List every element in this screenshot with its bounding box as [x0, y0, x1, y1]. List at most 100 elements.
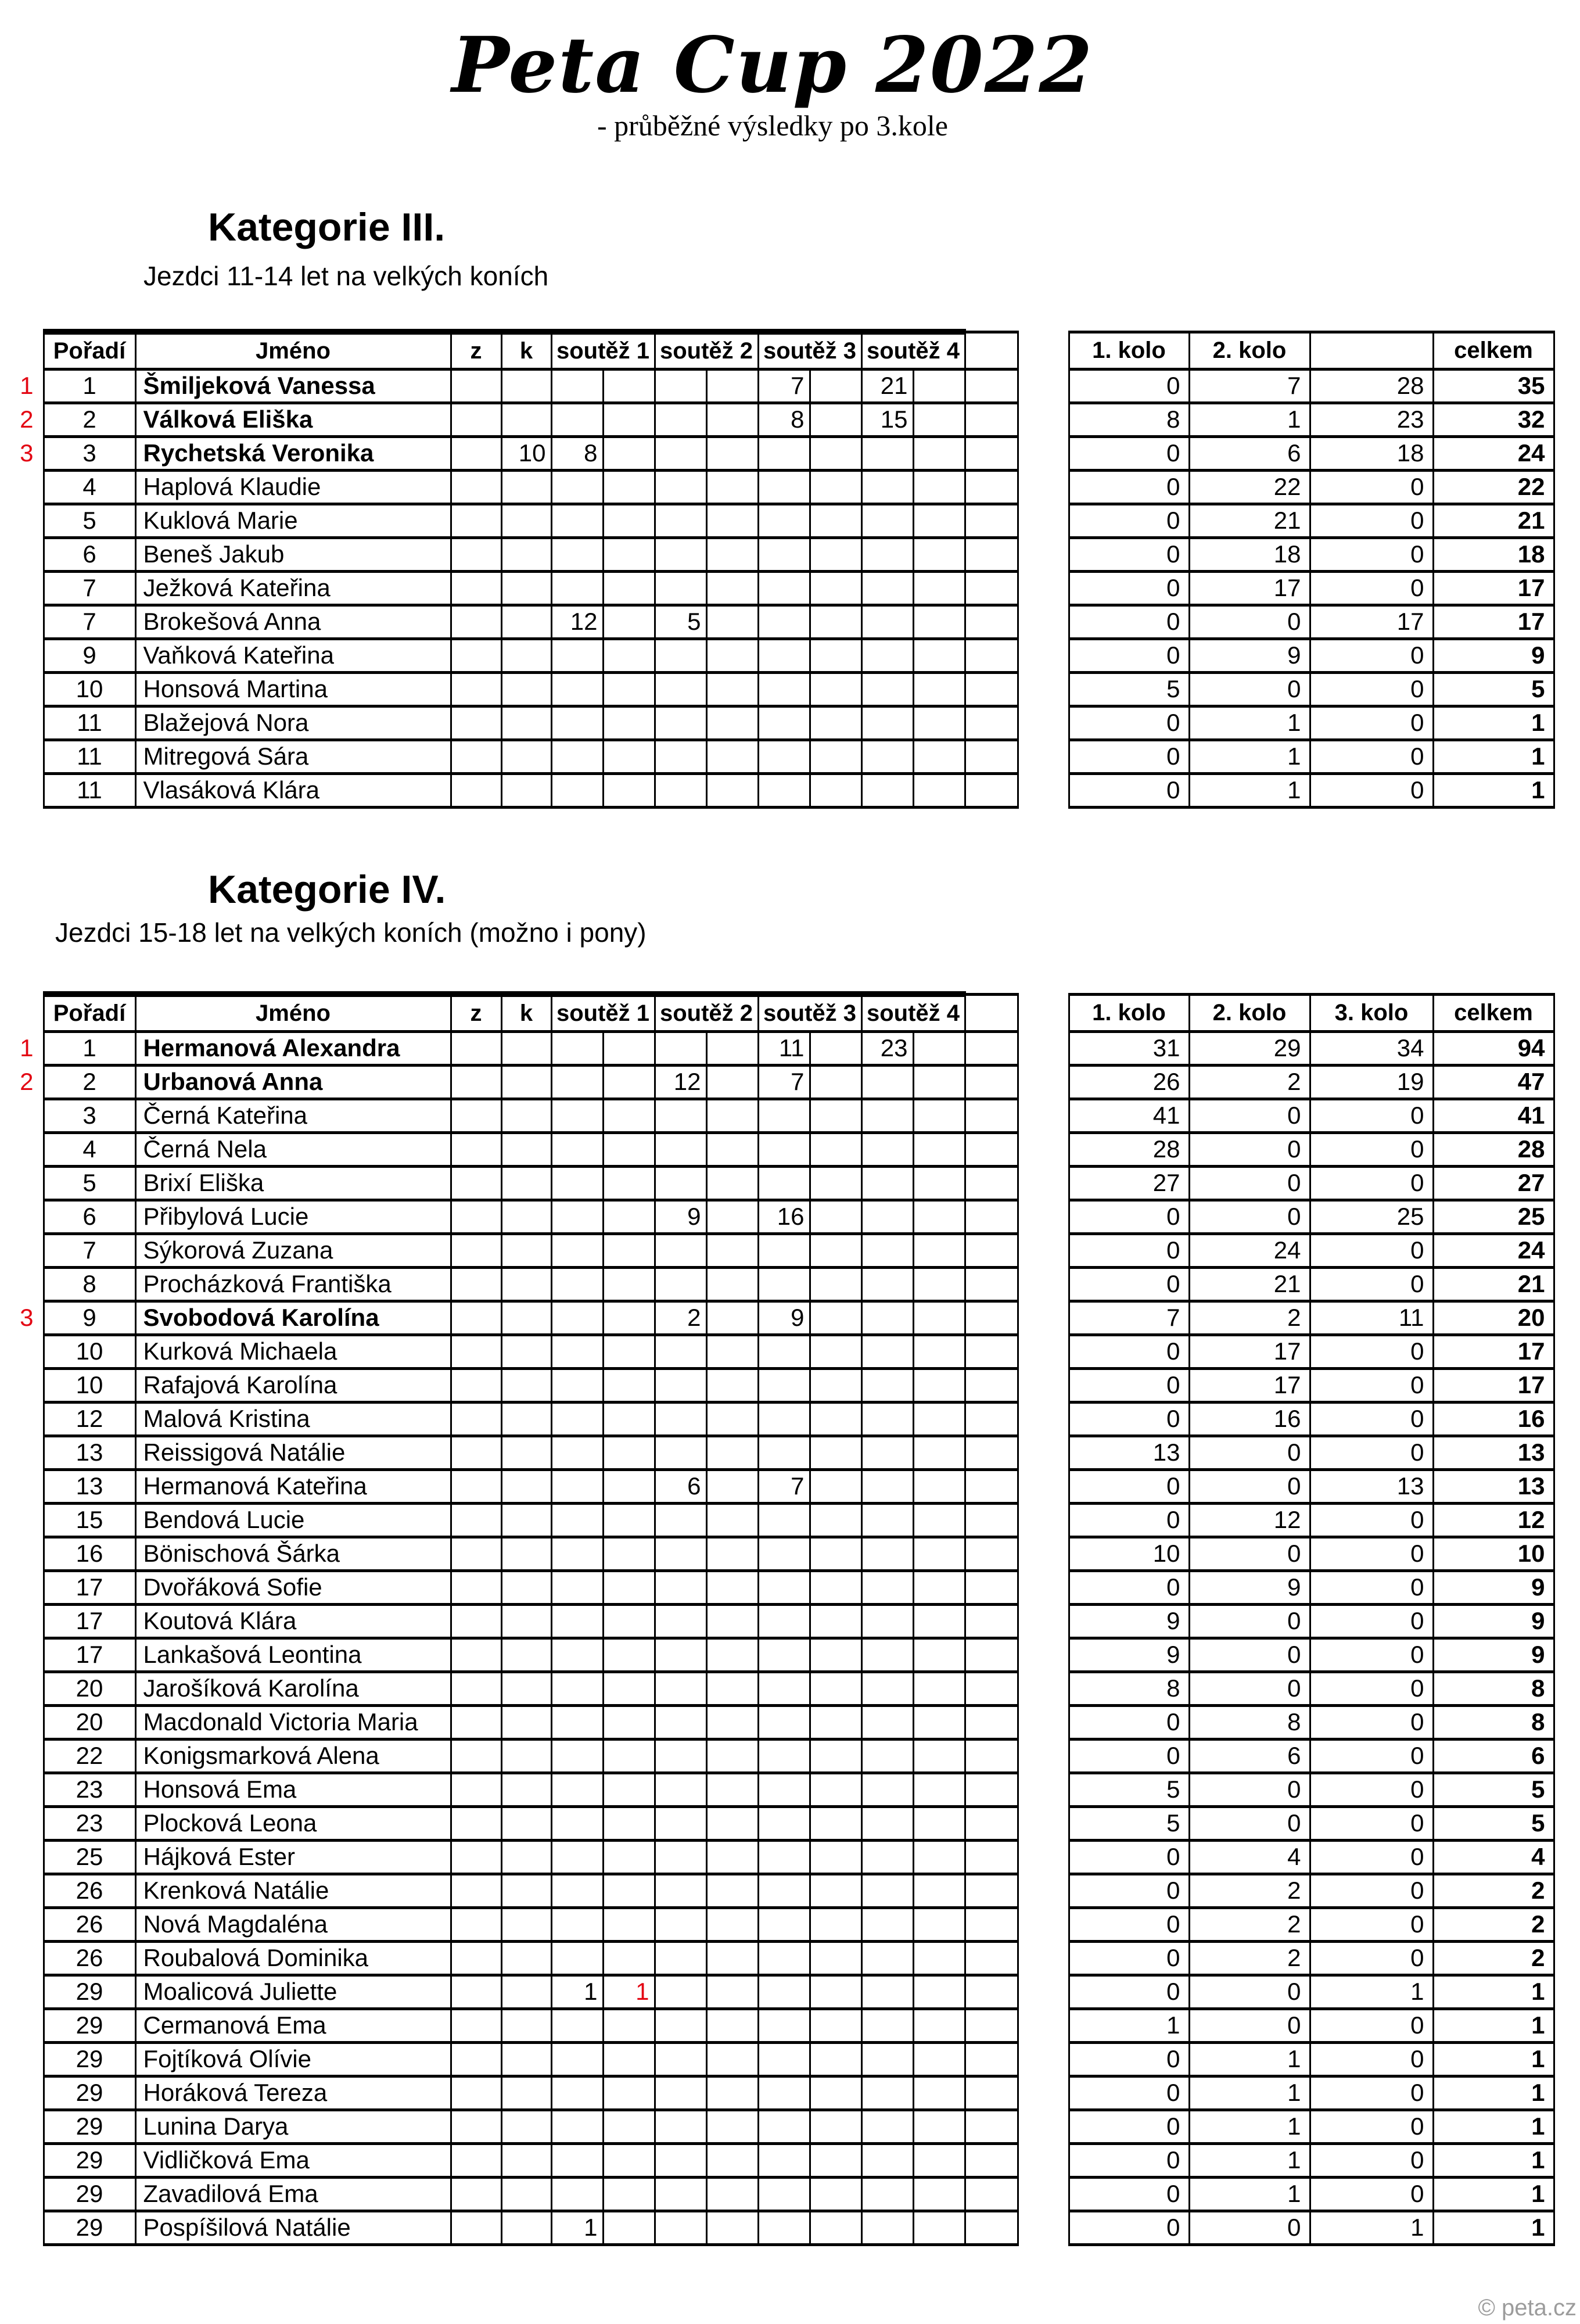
table-gap — [1018, 537, 1069, 571]
extra-cell — [964, 705, 1019, 741]
celkem-cell: 6 — [1432, 1738, 1555, 1774]
kolo3-cell: 0 — [1309, 1434, 1434, 1471]
table-gap — [1018, 1335, 1069, 1368]
col-header-k: k — [500, 991, 552, 1033]
soutez3b-cell — [809, 1468, 863, 1505]
celkem-cell: 1 — [1432, 2007, 1555, 2044]
soutez2b-cell — [705, 2041, 759, 2078]
table-row: 20 Macdonald Victoria Maria 0 8 0 8 — [0, 1704, 1555, 1741]
soutez2b-cell — [705, 1333, 759, 1370]
rank-marker — [0, 571, 44, 605]
soutez3b-cell — [809, 705, 863, 741]
soutez4b-cell — [912, 2210, 966, 2246]
k-cell — [500, 1401, 552, 1437]
soutez4b-cell — [912, 772, 966, 809]
soutez3a-cell — [757, 2108, 811, 2145]
k-cell — [500, 570, 552, 607]
table-gap — [1018, 1773, 1069, 1806]
table-row: 16 Bönischová Šárka 10 0 0 10 — [0, 1536, 1555, 1572]
soutez1a-cell — [550, 401, 604, 438]
soutez1a-cell — [550, 368, 604, 404]
rank-cell: 9 — [42, 1300, 137, 1336]
soutez4a-cell — [860, 1064, 914, 1100]
soutez1a-cell — [550, 1873, 604, 1909]
k-cell — [500, 1569, 552, 1606]
soutez1b-cell — [602, 401, 656, 438]
soutez1b-cell — [602, 671, 656, 708]
soutez1b-cell — [602, 1637, 656, 1673]
name-cell: Mitregová Sára — [134, 738, 452, 775]
table-row: 12 Malová Kristina 0 16 0 16 — [0, 1401, 1555, 1437]
rank-marker: 2 — [20, 1068, 34, 1095]
celkem-cell: 22 — [1432, 469, 1555, 505]
extra-cell — [964, 1131, 1019, 1168]
col-header-k: k — [500, 329, 552, 371]
soutez3b-cell — [809, 1401, 863, 1437]
soutez3b-cell — [809, 1300, 863, 1336]
rank-marker — [0, 1570, 44, 1604]
k-cell — [500, 1165, 552, 1202]
table-row: 26 Krenková Natálie 0 2 0 2 — [0, 1873, 1555, 1909]
col-header-soutez3: soutěž 3 — [757, 991, 863, 1033]
extra-cell — [964, 1300, 1019, 1336]
soutez2a-cell — [653, 1704, 708, 1741]
kolo1-cell: 0 — [1068, 1940, 1190, 1977]
kolo1-cell: 0 — [1068, 637, 1190, 674]
extra-cell — [964, 368, 1019, 404]
soutez2a-cell — [653, 637, 708, 674]
extra-cell — [964, 1704, 1019, 1741]
extra-cell — [964, 671, 1019, 708]
kolo2-cell: 17 — [1188, 1367, 1311, 1404]
soutez2b-cell — [705, 1502, 759, 1538]
kolo2-cell: 2 — [1188, 1906, 1311, 1943]
extra-cell — [964, 570, 1019, 607]
k-cell — [500, 1974, 552, 2010]
rank-marker — [0, 2110, 44, 2143]
soutez1b-cell — [602, 1468, 656, 1505]
rank-marker — [0, 1941, 44, 1975]
soutez4a-cell — [860, 1873, 914, 1909]
soutez1a-cell — [550, 1401, 604, 1437]
soutez2b-cell — [705, 1940, 759, 1977]
table-gap — [1018, 605, 1069, 639]
soutez4a-cell: 23 — [860, 1030, 914, 1067]
kolo3-cell: 0 — [1309, 2007, 1434, 2044]
z-cell — [450, 1637, 502, 1673]
soutez1b-cell — [602, 1199, 656, 1235]
rank-marker — [0, 1132, 44, 1166]
kolo3-cell: 0 — [1309, 2041, 1434, 2078]
soutez1b-cell — [602, 2041, 656, 2078]
table-gap — [1018, 672, 1069, 706]
soutez4a-cell — [860, 1704, 914, 1741]
soutez4b-cell — [912, 637, 966, 674]
kolo3-cell: 28 — [1309, 368, 1434, 404]
soutez3a-cell — [757, 1603, 811, 1640]
soutez4b-cell — [912, 2108, 966, 2145]
kolo2-cell: 0 — [1188, 1771, 1311, 1808]
soutez4a-cell — [860, 1232, 914, 1269]
extra-cell — [964, 1738, 1019, 1774]
celkem-cell: 27 — [1432, 1165, 1555, 1202]
name-cell: Vlasáková Klára — [134, 772, 452, 809]
soutez4b-cell — [912, 1771, 966, 1808]
header-row: Pořadí Jméno z k soutěž 1 soutěž 2 soutě… — [0, 329, 1555, 371]
kolo1-cell: 0 — [1068, 1569, 1190, 1606]
celkem-cell: 9 — [1432, 1603, 1555, 1640]
kolo2-cell: 1 — [1188, 2176, 1311, 2212]
soutez3b-cell — [809, 1637, 863, 1673]
k-cell — [500, 1367, 552, 1404]
table-row: 10 Rafajová Karolína 0 17 0 17 — [0, 1367, 1555, 1404]
kolo3-cell: 0 — [1309, 1232, 1434, 1269]
kolo1-cell: 0 — [1068, 2041, 1190, 2078]
soutez2a-cell — [653, 1367, 708, 1404]
soutez2b-cell — [705, 1805, 759, 1842]
table-gap — [1018, 403, 1069, 436]
z-cell — [450, 2176, 502, 2212]
soutez3a-cell — [757, 1839, 811, 1875]
col-header-celkem: celkem — [1432, 330, 1555, 371]
name-cell: Ježková Kateřina — [134, 570, 452, 607]
soutez2a-cell: 2 — [653, 1300, 708, 1336]
table-row: 29 Vidličková Ema 0 1 0 1 — [0, 2142, 1555, 2179]
name-cell: Beneš Jakub — [134, 536, 452, 573]
kolo2-cell: 1 — [1188, 401, 1311, 438]
